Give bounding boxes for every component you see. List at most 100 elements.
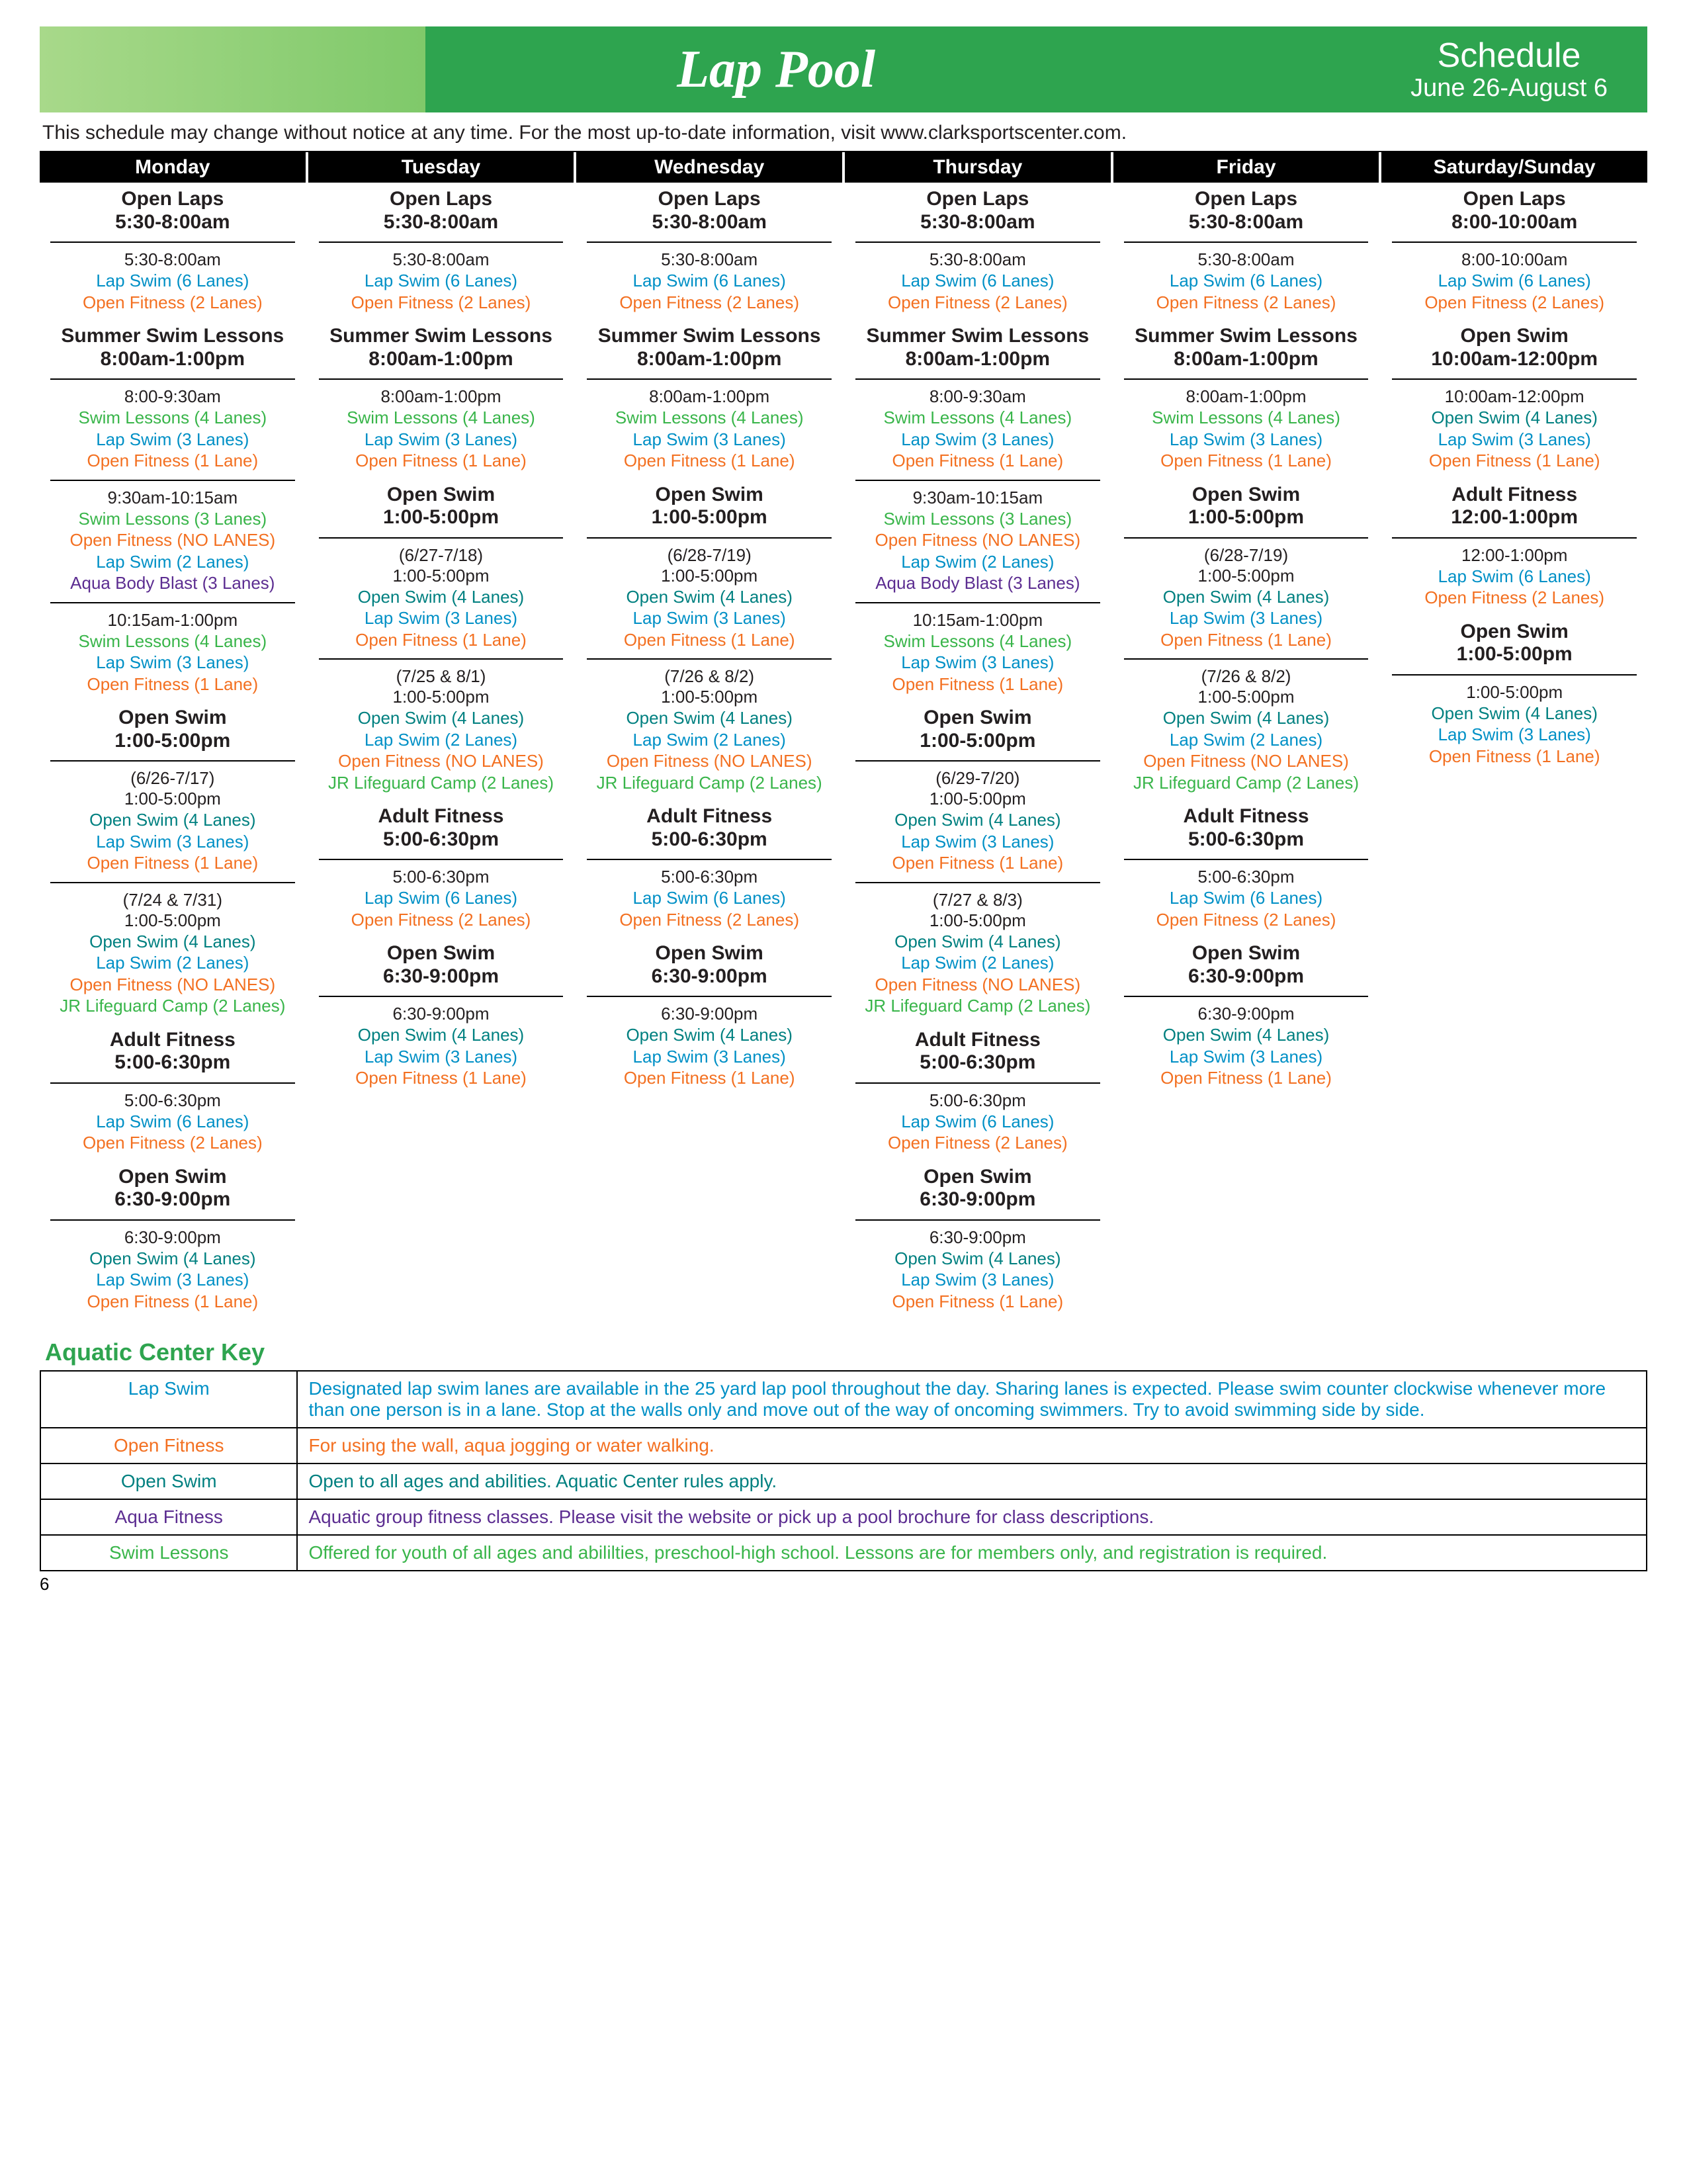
key-label: Lap Swim [40, 1371, 297, 1428]
col-fri: FridayOpen Laps5:30-8:00am5:30-8:00amLap… [1113, 152, 1382, 1319]
segment-time: (6/28-7/19) [587, 545, 832, 566]
lane-line: Swim Lessons (4 Lanes) [319, 407, 564, 429]
lane-line: Open Fitness (1 Lane) [1124, 450, 1369, 472]
lane-line: Lap Swim (3 Lanes) [587, 607, 832, 629]
time-segment: 10:00am-12:00pmOpen Swim (4 Lanes)Lap Sw… [1392, 382, 1637, 478]
lane-line: Swim Lessons (3 Lanes) [855, 508, 1100, 530]
lane-line: JR Lifeguard Camp (2 Lanes) [855, 995, 1100, 1017]
segment-time: 1:00-5:00pm [319, 687, 564, 707]
lane-line: Open Fitness (2 Lanes) [1392, 292, 1637, 314]
segment-time: 5:30-8:00am [855, 249, 1100, 270]
segment-time: 1:00-5:00pm [50, 789, 295, 809]
lane-line: Open Fitness (NO LANES) [587, 750, 832, 772]
lane-line: Open Fitness (1 Lane) [319, 629, 564, 651]
divider [1124, 658, 1369, 660]
divider [1124, 241, 1369, 243]
time-segment: (6/29-7/20)1:00-5:00pmOpen Swim (4 Lanes… [855, 764, 1100, 881]
page-number: 6 [40, 1574, 1647, 1594]
lane-line: Open Fitness (2 Lanes) [855, 1132, 1100, 1154]
lane-line: Lap Swim (3 Lanes) [50, 1269, 295, 1291]
divider [1392, 241, 1637, 243]
lane-line: Open Swim (4 Lanes) [1124, 1024, 1369, 1046]
lane-line: Open Fitness (1 Lane) [587, 1067, 832, 1089]
divider [1124, 996, 1369, 997]
time-segment: 5:30-8:00amLap Swim (6 Lanes)Open Fitnes… [587, 245, 832, 320]
segment-time: 6:30-9:00pm [50, 1227, 295, 1248]
divider [855, 378, 1100, 380]
time-segment: 5:30-8:00amLap Swim (6 Lanes)Open Fitnes… [50, 245, 295, 320]
segment-time: 8:00-9:30am [50, 386, 295, 407]
segment-time: 5:30-8:00am [50, 249, 295, 270]
lane-line: Open Swim (4 Lanes) [1124, 586, 1369, 608]
lane-line: Lap Swim (3 Lanes) [587, 1046, 832, 1068]
lane-line: Lap Swim (6 Lanes) [1392, 566, 1637, 588]
lane-line: Lap Swim (6 Lanes) [855, 270, 1100, 292]
block-title: Adult Fitness5:00-6:30pm [50, 1024, 295, 1081]
block-title: Summer Swim Lessons8:00am-1:00pm [50, 320, 295, 377]
segment-time: (7/26 & 8/2) [587, 666, 832, 687]
lane-line: Swim Lessons (4 Lanes) [1124, 407, 1369, 429]
segment-time: 1:00-5:00pm [50, 910, 295, 931]
key-label: Aqua Fitness [40, 1499, 297, 1535]
segment-time: 8:00am-1:00pm [587, 386, 832, 407]
time-segment: 1:00-5:00pmOpen Swim (4 Lanes)Lap Swim (… [1392, 678, 1637, 774]
segment-time: 1:00-5:00pm [1124, 687, 1369, 707]
segment-time: 10:15am-1:00pm [855, 610, 1100, 631]
lane-line: Open Fitness (1 Lane) [319, 450, 564, 472]
lane-line: JR Lifeguard Camp (2 Lanes) [50, 995, 295, 1017]
lane-line: Lap Swim (3 Lanes) [1124, 607, 1369, 629]
divider [587, 996, 832, 997]
divider [319, 537, 564, 539]
lane-line: Open Swim (4 Lanes) [855, 931, 1100, 953]
lane-line: Open Fitness (1 Lane) [587, 450, 832, 472]
lane-line: Open Swim (4 Lanes) [1392, 407, 1637, 429]
key-row: Lap SwimDesignated lap swim lanes are av… [40, 1371, 1647, 1428]
divider [587, 378, 832, 380]
segment-time: 5:00-6:30pm [587, 867, 832, 887]
lane-line: Lap Swim (2 Lanes) [1124, 729, 1369, 751]
lane-line: Open Fitness (2 Lanes) [319, 292, 564, 314]
key-row: Swim LessonsOffered for youth of all age… [40, 1535, 1647, 1571]
divider [319, 859, 564, 860]
block-title: Open Laps8:00-10:00am [1392, 183, 1637, 240]
block-title: Adult Fitness5:00-6:30pm [1124, 800, 1369, 857]
lane-line: Open Fitness (1 Lane) [855, 674, 1100, 695]
time-segment: 5:30-8:00amLap Swim (6 Lanes)Open Fitnes… [855, 245, 1100, 320]
block-title: Summer Swim Lessons8:00am-1:00pm [1124, 320, 1369, 377]
divider [319, 378, 564, 380]
divider [1124, 859, 1369, 860]
lane-line: Open Fitness (2 Lanes) [587, 909, 832, 931]
notice-text: This schedule may change without notice … [42, 122, 1647, 144]
key-row: Aqua FitnessAquatic group fitness classe… [40, 1499, 1647, 1535]
lane-line: Lap Swim (3 Lanes) [1392, 724, 1637, 746]
lane-line: Swim Lessons (4 Lanes) [587, 407, 832, 429]
lane-line: Open Fitness (1 Lane) [855, 450, 1100, 472]
key-row: Open FitnessFor using the wall, aqua jog… [40, 1428, 1647, 1463]
block-title: Open Swim1:00-5:00pm [1392, 615, 1637, 673]
lane-line: Open Swim (4 Lanes) [319, 707, 564, 729]
segment-time: 5:00-6:30pm [319, 867, 564, 887]
divider [587, 658, 832, 660]
divider [587, 241, 832, 243]
divider [50, 1219, 295, 1221]
lane-line: Lap Swim (3 Lanes) [1124, 429, 1369, 451]
col-wed: WednesdayOpen Laps5:30-8:00am5:30-8:00am… [576, 152, 845, 1319]
block-title: Open Laps5:30-8:00am [855, 183, 1100, 240]
lane-line: Open Fitness (1 Lane) [1392, 450, 1637, 472]
lane-line: Lap Swim (2 Lanes) [855, 952, 1100, 974]
key-desc: Aquatic group fitness classes. Please vi… [297, 1499, 1647, 1535]
lane-line: Lap Swim (3 Lanes) [587, 429, 832, 451]
lane-line: Open Fitness (NO LANES) [1124, 750, 1369, 772]
block-title: Open Swim6:30-9:00pm [50, 1160, 295, 1218]
lane-line: Open Fitness (2 Lanes) [1392, 587, 1637, 609]
block-title: Summer Swim Lessons8:00am-1:00pm [587, 320, 832, 377]
segment-time: 5:30-8:00am [1124, 249, 1369, 270]
schedule-grid: MondayOpen Laps5:30-8:00am5:30-8:00amLap… [40, 151, 1647, 1319]
segment-time: 6:30-9:00pm [855, 1227, 1100, 1248]
segment-time: 1:00-5:00pm [587, 687, 832, 707]
lane-line: Lap Swim (6 Lanes) [319, 887, 564, 909]
lane-line: Open Fitness (1 Lane) [50, 450, 295, 472]
lane-line: Lap Swim (6 Lanes) [50, 1111, 295, 1133]
block-title: Adult Fitness5:00-6:30pm [319, 800, 564, 857]
divider [50, 241, 295, 243]
